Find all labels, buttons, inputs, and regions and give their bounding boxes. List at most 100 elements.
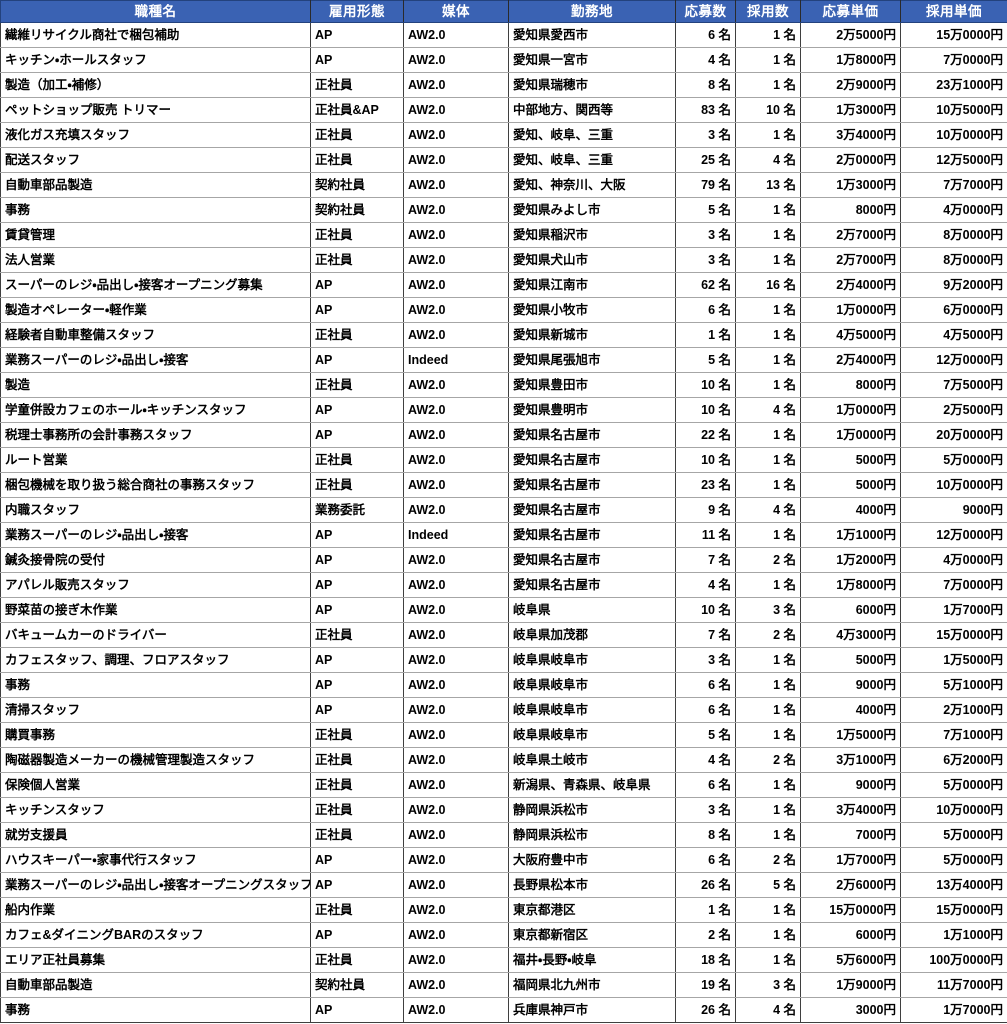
cell-cost-per-application: 15万0000円 <box>800 897 901 923</box>
cell-location: 愛知県犬山市 <box>508 247 676 273</box>
cell-cost-per-hire: 9000円 <box>900 497 1007 523</box>
cell-hires: 16 名 <box>735 272 801 298</box>
cell-cost-per-hire: 8万0000円 <box>900 222 1007 248</box>
cell-media: AW2.0 <box>403 222 509 248</box>
cell-applications: 2 名 <box>675 922 736 948</box>
cell-location: 長野県松本市 <box>508 872 676 898</box>
cell-cost-per-hire: 10万0000円 <box>900 797 1007 823</box>
cell-cost-per-hire: 9万2000円 <box>900 272 1007 298</box>
cell-cost-per-hire: 8万0000円 <box>900 247 1007 273</box>
cell-cost-per-application: 6000円 <box>800 922 901 948</box>
cell-employment: AP <box>310 547 404 573</box>
column-header-media[interactable]: 媒体 <box>403 0 509 23</box>
cell-location: 愛知県名古屋市 <box>508 447 676 473</box>
cell-cost-per-application: 2万4000円 <box>800 272 901 298</box>
cell-media: Indeed <box>403 347 509 373</box>
cell-job: 事務 <box>0 672 311 698</box>
cell-location: 岐阜県岐阜市 <box>508 697 676 723</box>
cell-cost-per-hire: 10万0000円 <box>900 122 1007 148</box>
cell-hires: 1 名 <box>735 422 801 448</box>
cell-job: 陶磁器製造メーカーの機械管理製造スタッフ <box>0 747 311 773</box>
column-header-hires[interactable]: 採用数 <box>735 0 801 23</box>
cell-employment: AP <box>310 297 404 323</box>
cell-applications: 6 名 <box>675 22 736 48</box>
cell-job: バキュームカーのドライバー <box>0 622 311 648</box>
table-row[interactable]: 自動車部品製造 契約社員 AW2.0 愛知、神奈川、大阪 79 名 13 名 1万3000円… <box>0 172 1007 198</box>
cell-media: AW2.0 <box>403 822 509 848</box>
cell-employment: AP <box>310 997 404 1023</box>
cell-applications: 6 名 <box>675 297 736 323</box>
column-header-cost-per-hire[interactable]: 採用単価 <box>900 0 1007 23</box>
cell-location: 兵庫県神戸市 <box>508 997 676 1023</box>
cell-applications: 5 名 <box>675 347 736 373</box>
column-header-location[interactable]: 勤務地 <box>508 0 676 23</box>
column-header-job[interactable]: 職種名 <box>0 0 311 23</box>
cell-media: AW2.0 <box>403 797 509 823</box>
cell-job: 経験者自動車整備スタッフ <box>0 322 311 348</box>
cell-employment: AP <box>310 922 404 948</box>
column-header-cost-per-application[interactable]: 応募単価 <box>800 0 901 23</box>
cell-applications: 10 名 <box>675 397 736 423</box>
cell-cost-per-application: 3万4000円 <box>800 122 901 148</box>
cell-media: AW2.0 <box>403 922 509 948</box>
cell-cost-per-application: 1万3000円 <box>800 172 901 198</box>
cell-employment: 契約社員 <box>310 972 404 998</box>
table-row[interactable]: 業務スーパーのレジ・品出し・接客オープニングスタッフ AP AW2.0 長野県松本市 2… <box>0 872 1007 898</box>
cell-applications: 4 名 <box>675 572 736 598</box>
table-row[interactable]: ペットショップ販売 トリマー 正社員&AP AW2.0 中部地方、関西等 83 名 10 … <box>0 97 1007 123</box>
cell-applications: 10 名 <box>675 372 736 398</box>
cell-applications: 6 名 <box>675 672 736 698</box>
cell-cost-per-hire: 15万0000円 <box>900 897 1007 923</box>
cell-employment: 正社員 <box>310 822 404 848</box>
column-header-employment[interactable]: 雇用形態 <box>310 0 404 23</box>
cell-location: 愛知県稲沢市 <box>508 222 676 248</box>
cell-location: 東京都港区 <box>508 897 676 923</box>
cell-employment: AP <box>310 347 404 373</box>
cell-employment: 正社員 <box>310 947 404 973</box>
cell-cost-per-application: 4万3000円 <box>800 622 901 648</box>
cell-applications: 22 名 <box>675 422 736 448</box>
cell-applications: 8 名 <box>675 72 736 98</box>
cell-job: 清掃スタッフ <box>0 697 311 723</box>
cell-employment: 正社員 <box>310 747 404 773</box>
column-header-applications[interactable]: 応募数 <box>675 0 736 23</box>
cell-applications: 4 名 <box>675 47 736 73</box>
